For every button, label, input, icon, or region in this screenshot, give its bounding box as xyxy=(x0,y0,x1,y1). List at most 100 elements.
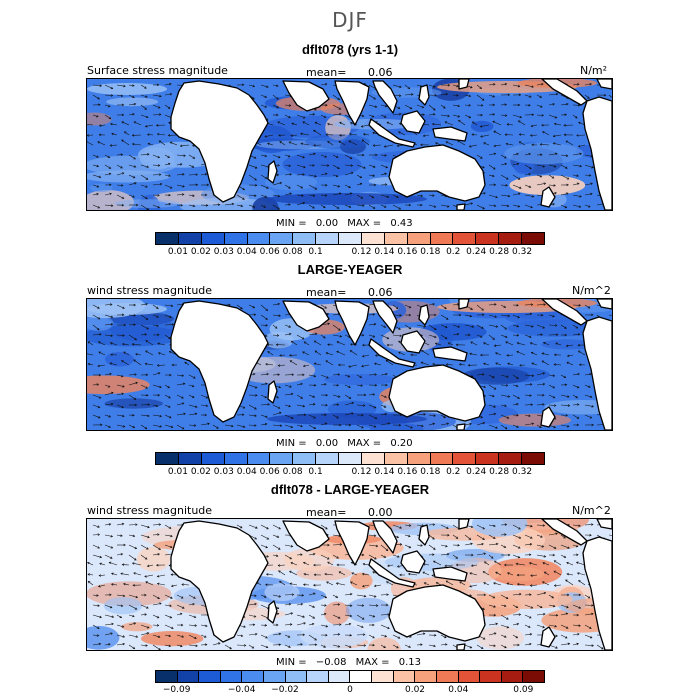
panel-2-colorbar-ticks: 0.01 0.02 0.03 0.04 0.06 0.08 0.1 0.12 0.14 0.16 0… xyxy=(155,467,545,479)
land-mask xyxy=(456,643,466,650)
land-mask xyxy=(541,519,588,546)
colorbar-swatch xyxy=(178,233,202,244)
colorbar-tick-label: 0.03 xyxy=(213,467,234,477)
colorbar-swatch xyxy=(242,671,265,682)
colorbar-swatch xyxy=(415,671,437,682)
panel-3-title: dflt078 - LARGE-YEAGER xyxy=(270,482,430,497)
land-mask xyxy=(400,330,426,354)
panel-3-max-label: MAX = xyxy=(355,657,390,668)
colorbar-swatch xyxy=(199,671,221,682)
colorbar-tick-label: 0.16 xyxy=(397,247,418,257)
colorbar-swatch xyxy=(499,233,522,244)
panel-1-units: N/m² xyxy=(580,64,608,77)
stress-shading xyxy=(471,519,528,537)
colorbar-swatch xyxy=(350,671,373,682)
colorbar-swatch xyxy=(458,671,481,682)
colorbar-tick-label: 0.24 xyxy=(466,247,487,257)
panel-2-mean-label: mean= xyxy=(306,286,347,299)
colorbar-tick-label: 0.32 xyxy=(512,247,533,257)
panel-2-map xyxy=(86,298,613,431)
land-mask xyxy=(596,79,612,90)
land-mask xyxy=(400,110,426,134)
colorbar-swatch xyxy=(499,453,522,464)
stress-shading xyxy=(339,139,366,155)
colorbar-tick-label: −0.02 xyxy=(271,685,299,695)
stress-shading xyxy=(476,626,524,650)
land-mask xyxy=(170,300,269,423)
colorbar-tick-label: 0.08 xyxy=(282,467,303,477)
stress-shading xyxy=(87,112,112,126)
panel-2-min-value: 0.00 xyxy=(315,438,339,449)
colorbar-swatch xyxy=(156,671,178,682)
colorbar-swatch xyxy=(156,233,179,244)
stress-shading xyxy=(481,589,573,609)
panel-3-colorbar xyxy=(155,670,545,683)
panel-1-min-label: MIN = xyxy=(276,218,307,229)
panel-1-field-label: Surface stress magnitude xyxy=(87,64,228,77)
land-mask xyxy=(388,144,486,202)
stress-shading xyxy=(136,546,171,572)
colorbar-swatch xyxy=(384,453,408,464)
colorbar-swatch xyxy=(361,453,385,464)
panel-3-stats: MIN = −0.08 MAX = 0.13 xyxy=(276,657,421,668)
land-mask xyxy=(540,626,556,648)
land-mask xyxy=(541,79,588,106)
colorbar-tick-label: 0.28 xyxy=(489,247,510,257)
land-mask xyxy=(368,558,416,588)
panel-1-mean-label: mean= xyxy=(306,66,347,79)
panel-3-max-value: 0.13 xyxy=(398,657,421,668)
stress-shading xyxy=(106,97,159,107)
colorbar-swatch xyxy=(453,233,477,244)
panel-1-colorbar-ticks: 0.01 0.02 0.03 0.04 0.06 0.08 0.1 0.12 0.14 0.16 0… xyxy=(155,247,545,259)
stress-shading xyxy=(87,155,177,175)
land-mask xyxy=(334,80,370,126)
colorbar-tick-label: 0.18 xyxy=(420,467,441,477)
panel-3-mean-label: mean= xyxy=(306,506,347,519)
land-mask xyxy=(372,300,398,334)
stress-shading xyxy=(104,398,163,409)
land-mask xyxy=(267,380,278,404)
panel-1-max-label: MAX = xyxy=(347,218,382,229)
stress-shading xyxy=(491,566,545,582)
stress-shading xyxy=(267,413,427,425)
colorbar-tick-label: 0.1 xyxy=(308,247,323,257)
colorbar-swatch xyxy=(393,671,416,682)
panel-1-max-value: 0.43 xyxy=(390,218,413,229)
land-mask xyxy=(582,96,612,210)
stress-shading xyxy=(282,151,362,178)
stress-shading xyxy=(284,548,335,572)
colorbar-swatch xyxy=(224,453,248,464)
stress-shading xyxy=(267,193,427,205)
colorbar-swatch xyxy=(293,233,317,244)
colorbar-tick-label: 0.02 xyxy=(404,685,426,695)
stress-shading xyxy=(367,637,401,650)
stress-shading xyxy=(105,352,134,367)
land-mask xyxy=(432,346,468,362)
colorbar-swatch xyxy=(523,671,544,682)
stress-shading xyxy=(87,315,114,331)
land-mask xyxy=(388,364,486,422)
colorbar-tick-label: 0.04 xyxy=(236,247,257,257)
land-mask xyxy=(540,406,556,428)
colorbar-tick-label: 0.01 xyxy=(167,467,188,477)
stress-shading xyxy=(385,553,479,571)
stress-shading xyxy=(256,140,345,150)
land-mask xyxy=(170,80,269,203)
land-mask xyxy=(432,126,468,142)
colorbar-swatch xyxy=(156,453,179,464)
panel-3-min-value: −0.08 xyxy=(315,657,347,668)
panel-2-max-label: MAX = xyxy=(347,438,382,449)
panel-1-stats: MIN = 0.00 MAX = 0.43 xyxy=(276,218,413,229)
stress-shading xyxy=(87,625,120,650)
land-mask xyxy=(334,300,370,346)
colorbar-swatch xyxy=(224,233,248,244)
panel-2-min-label: MIN = xyxy=(276,438,307,449)
land-mask xyxy=(388,584,486,642)
land-mask xyxy=(282,520,330,552)
stress-shading xyxy=(179,197,273,210)
land-mask xyxy=(400,550,426,574)
colorbar-tick-label: −0.09 xyxy=(162,685,191,695)
land-mask xyxy=(596,519,612,530)
colorbar-swatch xyxy=(384,233,408,244)
land-mask xyxy=(432,566,468,582)
